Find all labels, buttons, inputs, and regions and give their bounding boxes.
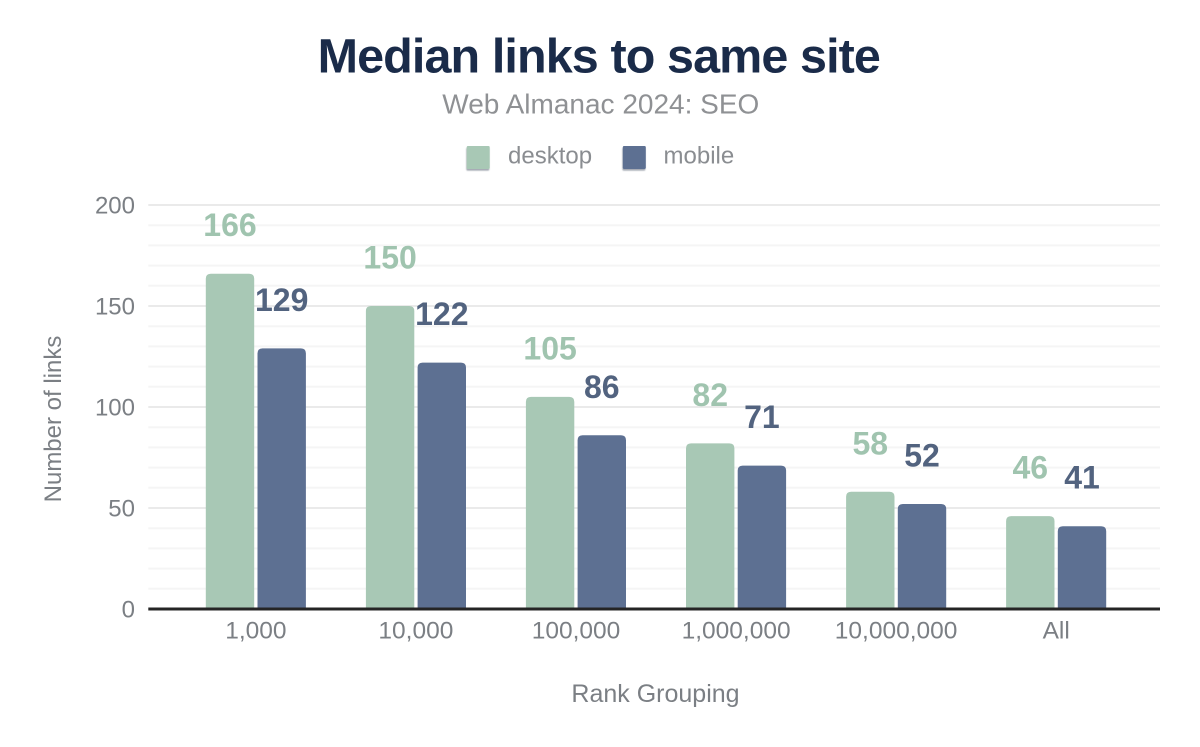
svg-text:46: 46: [1013, 450, 1049, 486]
svg-text:41: 41: [1064, 460, 1100, 496]
svg-text:150: 150: [363, 240, 416, 276]
svg-text:71: 71: [744, 399, 780, 435]
svg-text:86: 86: [584, 369, 620, 405]
svg-text:82: 82: [692, 377, 728, 413]
svg-text:10,000: 10,000: [378, 617, 453, 644]
svg-text:Web Almanac 2024: SEO: Web Almanac 2024: SEO: [442, 89, 759, 120]
svg-text:All: All: [1043, 617, 1070, 644]
svg-text:52: 52: [904, 438, 940, 474]
svg-text:Rank Grouping: Rank Grouping: [571, 680, 739, 708]
svg-text:100,000: 100,000: [532, 617, 621, 644]
svg-text:Number of links: Number of links: [40, 336, 67, 503]
svg-text:desktop: desktop: [508, 143, 592, 170]
svg-text:122: 122: [415, 296, 468, 332]
svg-text:Median links to same site: Median links to same site: [318, 30, 880, 84]
svg-text:10,000,000: 10,000,000: [835, 617, 958, 644]
svg-text:100: 100: [95, 395, 135, 422]
svg-text:1,000: 1,000: [225, 617, 286, 644]
svg-text:200: 200: [95, 193, 135, 220]
svg-text:166: 166: [203, 207, 256, 243]
svg-text:50: 50: [108, 496, 135, 523]
svg-text:129: 129: [255, 282, 308, 318]
svg-text:58: 58: [853, 425, 889, 461]
svg-text:105: 105: [523, 330, 576, 366]
svg-text:0: 0: [122, 597, 135, 624]
svg-text:150: 150: [95, 294, 135, 321]
svg-text:1,000,000: 1,000,000: [682, 617, 791, 644]
svg-text:mobile: mobile: [664, 143, 735, 170]
